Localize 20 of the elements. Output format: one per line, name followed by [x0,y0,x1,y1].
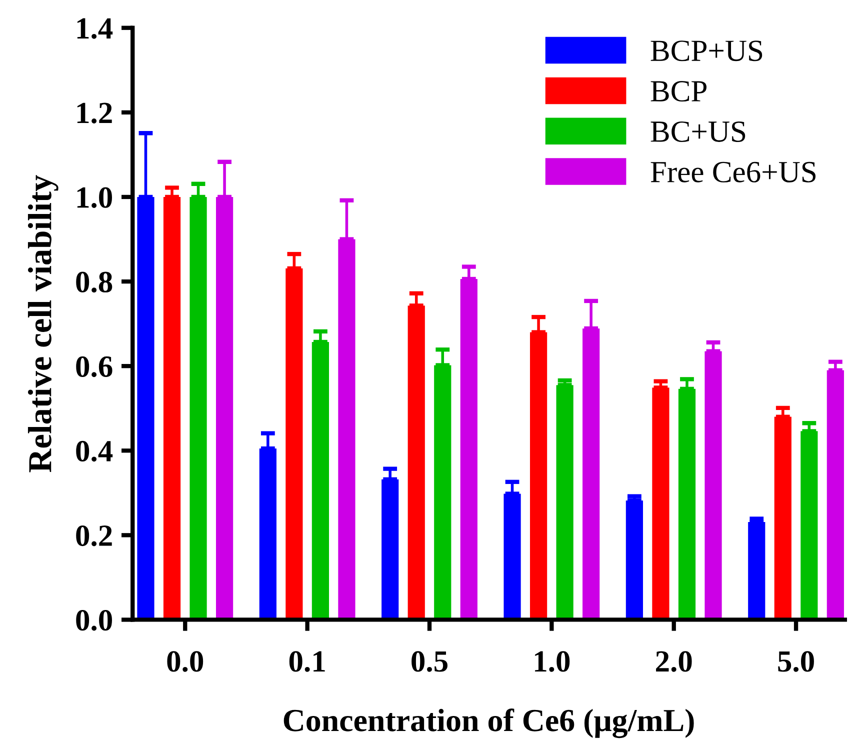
x-tick-label: 0.0 [167,651,204,672]
y-tick-label: 0.0 [76,610,112,631]
y-tick-label: 1.0 [77,187,112,208]
y-axis-title: Relative cell viability [28,175,58,472]
y-tick-label: 0.6 [76,356,112,378]
y-tick-label: 1.2 [77,102,112,124]
y-tick-label: 1.4 [77,18,113,39]
legend-label: BC+US [650,121,746,142]
x-tick-label: 0.1 [289,651,325,672]
x-tick-label: 0.5 [412,651,448,672]
y-tick-label: 0.8 [76,272,112,293]
legend-label: Free Ce6+US [650,162,816,182]
x-axis-title: Concentration of Ce6 (μg/mL) [284,708,694,738]
legend-label: BCP+US [650,40,762,62]
legend-label: BCP [650,81,706,102]
x-tick-label: 2.0 [656,651,692,672]
x-tick-label: 5.0 [778,651,814,672]
x-tick-label: 1.0 [535,651,570,672]
y-tick-label: 0.2 [76,525,112,546]
y-tick-label: 0.4 [76,440,113,462]
